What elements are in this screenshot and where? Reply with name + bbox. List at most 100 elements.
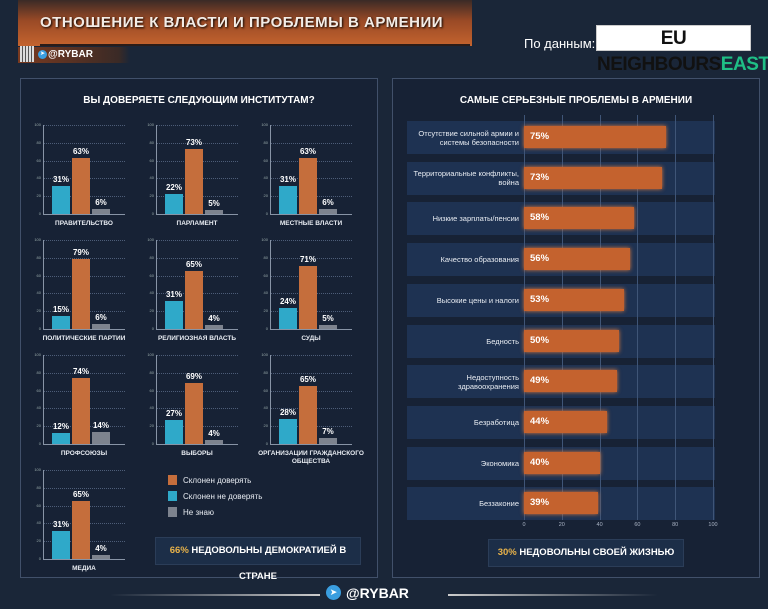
data-label: 4% — [208, 429, 220, 439]
bar-trust — [72, 501, 90, 559]
y-tick-label: 20 — [36, 423, 41, 429]
y-tick-label: 0 — [38, 441, 41, 446]
callout-pct: 30% — [497, 547, 517, 558]
y-tick-label: 100 — [261, 352, 268, 357]
bar-distrust — [279, 419, 297, 444]
bar-unknown — [319, 208, 337, 214]
gridline — [713, 115, 714, 520]
x-tick-label: 40 — [596, 522, 603, 528]
telegram-icon: ➤ — [326, 585, 341, 600]
bar: 40% — [524, 451, 600, 474]
bar-unknown — [205, 325, 223, 329]
y-tick-label: 60 — [36, 272, 41, 278]
y-tick-label: 0 — [265, 441, 268, 446]
gridline — [270, 142, 352, 144]
data-label: 65% — [185, 260, 202, 270]
bar: 53% — [524, 288, 625, 311]
gridline — [43, 559, 125, 560]
bar: 39% — [524, 492, 598, 515]
y-tick-label: 60 — [149, 272, 154, 278]
y-tick-label: 100 — [34, 237, 41, 242]
category-label: Высокие цены и налоги — [407, 284, 519, 317]
bar: 49% — [524, 370, 617, 393]
y-tick-label: 0 — [38, 211, 41, 216]
telegram-icon: ➤ — [38, 50, 47, 59]
data-label: 65% — [299, 375, 316, 385]
bar-unknown — [92, 555, 110, 559]
gridline — [43, 240, 125, 241]
bar-distrust — [279, 186, 297, 214]
category-label: ПРАВИТЕЛЬСТВО — [55, 220, 113, 227]
y-tick-label: 60 — [149, 387, 154, 393]
gridline — [270, 444, 352, 445]
data-label: 63% — [299, 146, 316, 156]
category-text: Безработица — [473, 417, 519, 427]
bar-trust — [299, 386, 317, 444]
source-logo-accent: EAST — [720, 54, 768, 75]
y-tick-label: 100 — [261, 237, 268, 242]
category-label: Экономика — [407, 447, 519, 480]
category-text: Качество образования — [440, 255, 519, 265]
gridline — [270, 355, 352, 356]
data-label: 63% — [72, 146, 89, 156]
bar-distrust — [52, 186, 70, 214]
y-axis — [270, 240, 271, 329]
gridline — [43, 329, 125, 330]
data-label: 24% — [279, 296, 296, 306]
gridline — [156, 240, 238, 241]
category-label: Недоступность здравоохранения — [407, 365, 519, 398]
callout-pct: 66% — [169, 545, 189, 556]
y-tick-label: 0 — [151, 441, 154, 446]
x-tick-label: 0 — [522, 522, 526, 528]
category-label: Безработица — [407, 406, 519, 439]
bar-trust — [299, 157, 317, 214]
y-tick-label: 0 — [151, 211, 154, 216]
y-tick-label: 80 — [263, 254, 268, 260]
data-label: 58% — [530, 212, 550, 224]
y-tick-label: 80 — [149, 139, 154, 145]
y-tick-label: 100 — [261, 122, 268, 127]
y-tick-label: 60 — [263, 157, 268, 163]
y-tick-label: 20 — [149, 423, 154, 429]
y-tick-label: 40 — [36, 405, 41, 411]
y-axis — [43, 240, 44, 329]
bar-distrust — [52, 531, 70, 559]
y-axis — [156, 125, 157, 214]
category-label: Качество образования — [407, 243, 519, 276]
category-text: Территориальные конфликты, война — [413, 169, 519, 188]
data-label: 31% — [52, 175, 69, 185]
y-tick-label: 20 — [36, 308, 41, 314]
title-banner — [18, 0, 472, 46]
gridline — [156, 329, 238, 330]
y-tick-label: 60 — [263, 387, 268, 393]
y-tick-label: 40 — [36, 290, 41, 296]
bar: 44% — [524, 410, 608, 433]
category-label: Территориальные конфликты, война — [407, 162, 519, 195]
divider — [110, 594, 320, 596]
gridline — [43, 257, 125, 259]
data-label: 65% — [72, 490, 89, 500]
y-tick-label: 80 — [36, 484, 41, 490]
gridline — [675, 115, 677, 520]
category-label: Бедность — [407, 325, 519, 358]
bar-trust — [185, 271, 203, 329]
y-tick-label: 100 — [147, 237, 154, 242]
legend-swatch-unknown — [168, 507, 177, 517]
data-label: 73% — [530, 171, 550, 183]
category-label: ПОЛИТИЧЕСКИЕ ПАРТИИ — [42, 335, 126, 342]
x-tick-label: 100 — [708, 522, 718, 528]
gridline — [156, 444, 238, 445]
bar-distrust — [165, 194, 183, 214]
gridline — [599, 115, 601, 520]
category-label: МЕДИА — [72, 565, 96, 572]
data-label: 6% — [95, 312, 107, 322]
y-tick-label: 40 — [149, 175, 154, 181]
bar: 56% — [524, 248, 630, 271]
legend-swatch-trust — [168, 475, 177, 485]
y-tick-label: 60 — [36, 387, 41, 393]
bar-trust — [299, 265, 317, 329]
legend-unknown: Не знаю — [183, 508, 214, 517]
data-label: 4% — [95, 544, 107, 554]
bar-distrust — [52, 315, 70, 329]
y-tick-label: 0 — [265, 326, 268, 331]
